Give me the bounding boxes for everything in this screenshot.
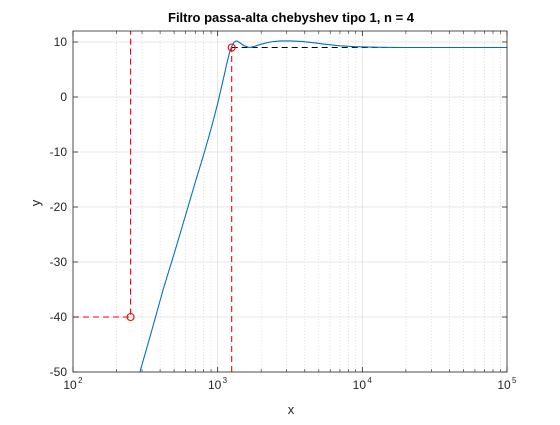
y-tick-label: -40 [50, 310, 68, 324]
x-tick-label-base: 10 [63, 378, 77, 392]
x-tick-labels: 10 2 10 3 10 4 10 5 [63, 376, 517, 392]
x-tick-label: 10 3 [208, 376, 228, 392]
series-line [139, 40, 507, 372]
plot-frame [72, 30, 508, 373]
y-tick-label: -10 [50, 145, 68, 159]
x-tick-label-exponent: 2 [78, 376, 83, 385]
marker-circle [126, 312, 135, 322]
y-tick-label: 10 [54, 35, 68, 49]
ticks [72, 31, 508, 373]
x-tick-label-exponent: 5 [512, 376, 517, 385]
x-tick-label: 10 5 [497, 376, 517, 392]
reference-lines [73, 31, 507, 372]
markers [126, 43, 236, 322]
x-axis-label: x [288, 402, 295, 417]
x-tick-label-base: 10 [497, 378, 511, 392]
plot-area [73, 31, 507, 372]
x-tick-label-exponent: 3 [223, 376, 228, 385]
x-tick-label-base: 10 [208, 378, 222, 392]
y-tick-label: 0 [60, 90, 67, 104]
y-tick-labels: 10 0 -10 -20 -30 -40 -50 [50, 35, 68, 379]
series-layer [139, 40, 507, 372]
x-tick-label: 10 4 [353, 376, 373, 392]
y-axis-label: y [28, 199, 43, 206]
x-tick-label-base: 10 [353, 378, 367, 392]
y-tick-label: -20 [50, 200, 68, 214]
x-tick-label-exponent: 4 [367, 376, 372, 385]
x-tick-label: 10 2 [63, 376, 83, 392]
marker-circle [227, 43, 236, 52]
y-tick-label: -30 [50, 255, 68, 269]
y-tick-label: -50 [50, 365, 68, 379]
chart-title: Filtro passa-alta chebyshev tipo 1, n = … [168, 10, 415, 25]
